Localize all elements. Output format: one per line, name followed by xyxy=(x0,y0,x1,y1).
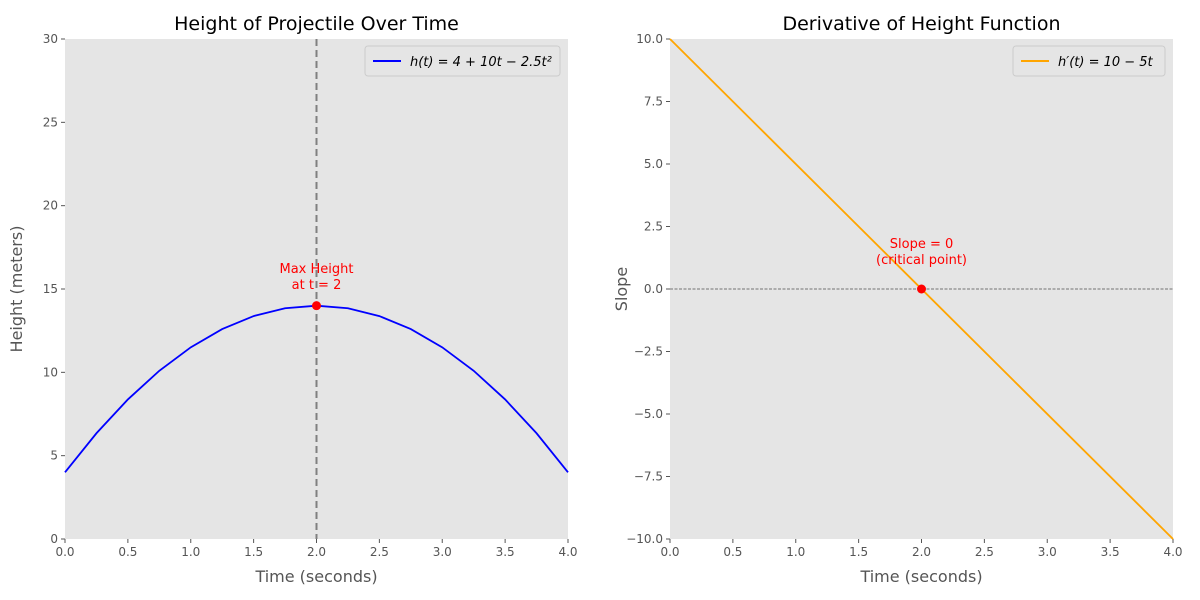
y-axis-label: Slope xyxy=(612,267,631,311)
x-tick-label: 2.5 xyxy=(975,545,994,559)
y-tick-label: 20 xyxy=(43,199,58,213)
legend-box xyxy=(1012,45,1166,77)
legend-label: h′(t) = 10 − 5t xyxy=(1058,55,1154,70)
y-tick-label: 15 xyxy=(43,282,58,296)
x-tick-label: 1.0 xyxy=(786,545,805,559)
x-tick-label: 0.0 xyxy=(660,545,679,559)
x-axis-label: Time (seconds) xyxy=(254,567,377,586)
y-tick-label: 2.5 xyxy=(644,220,663,234)
x-tick-label: 4.0 xyxy=(558,545,577,559)
annotation-line: at t = 2 xyxy=(292,278,342,293)
y-tick-label: 5.0 xyxy=(644,157,663,171)
y-tick-label: 10.0 xyxy=(636,32,663,46)
y-tick-label: −10.0 xyxy=(626,532,663,546)
y-tick-label: −2.5 xyxy=(634,345,663,359)
y-tick-label: 25 xyxy=(43,115,58,129)
y-tick-label: −7.5 xyxy=(634,470,663,484)
y-tick-label: 0 xyxy=(50,532,58,546)
legend-box xyxy=(364,45,561,77)
chart-title: Derivative of Height Function xyxy=(782,13,1060,35)
x-tick-label: 2.0 xyxy=(307,545,326,559)
y-axis-label: Height (meters) xyxy=(7,226,26,353)
x-tick-label: 3.5 xyxy=(496,545,515,559)
x-tick-label: 4.0 xyxy=(1163,545,1182,559)
annotation-line: Slope = 0 xyxy=(890,237,954,252)
x-tick-label: 0.5 xyxy=(118,545,137,559)
y-tick-label: 7.5 xyxy=(644,95,663,109)
x-tick-label: 0.0 xyxy=(55,545,74,559)
x-axis-label: Time (seconds) xyxy=(859,567,982,586)
legend: h(t) = 4 + 10t − 2.5t² xyxy=(364,45,561,77)
x-tick-label: 1.5 xyxy=(244,545,263,559)
chart-panel-2: Derivative of Height Function 0.0 0.5 1.0 1.… xyxy=(612,13,1183,586)
x-tick-label: 3.0 xyxy=(1038,545,1057,559)
chart-title: Height of Projectile Over Time xyxy=(174,13,459,35)
x-tick-label: 1.0 xyxy=(181,545,200,559)
highlight-point xyxy=(917,284,926,294)
legend: h′(t) = 10 − 5t xyxy=(1012,45,1166,77)
y-tick-label: 0.0 xyxy=(644,282,663,296)
x-tick-label: 3.5 xyxy=(1101,545,1120,559)
y-tick-label: 5 xyxy=(50,449,58,463)
highlight-point xyxy=(312,301,321,311)
annotation-line: Max Height xyxy=(280,262,354,277)
annotation-line: (critical point) xyxy=(876,253,967,268)
x-tick-label: 3.0 xyxy=(433,545,452,559)
x-tick-label: 1.5 xyxy=(849,545,868,559)
x-tick-label: 2.5 xyxy=(370,545,389,559)
chart-panel-1: Height of Projectile Over Time 0.0 0.5 1.0 1… xyxy=(7,13,578,586)
y-tick-label: −5.0 xyxy=(634,407,663,421)
y-tick-label: 30 xyxy=(43,32,58,46)
y-tick-label: 10 xyxy=(43,365,58,379)
x-tick-label: 0.5 xyxy=(723,545,742,559)
legend-label: h(t) = 4 + 10t − 2.5t² xyxy=(410,55,552,70)
x-tick-label: 2.0 xyxy=(912,545,931,559)
